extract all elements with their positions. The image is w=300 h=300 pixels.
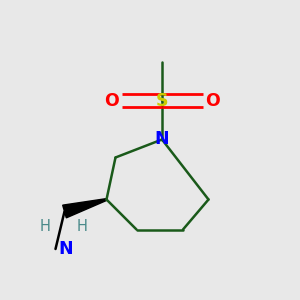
Polygon shape (63, 199, 107, 218)
Text: N: N (59, 240, 73, 258)
Text: H: H (40, 219, 50, 234)
Text: S: S (156, 92, 168, 110)
Text: N: N (155, 130, 169, 148)
Text: O: O (104, 92, 119, 110)
Text: H: H (77, 219, 88, 234)
Text: O: O (206, 92, 220, 110)
